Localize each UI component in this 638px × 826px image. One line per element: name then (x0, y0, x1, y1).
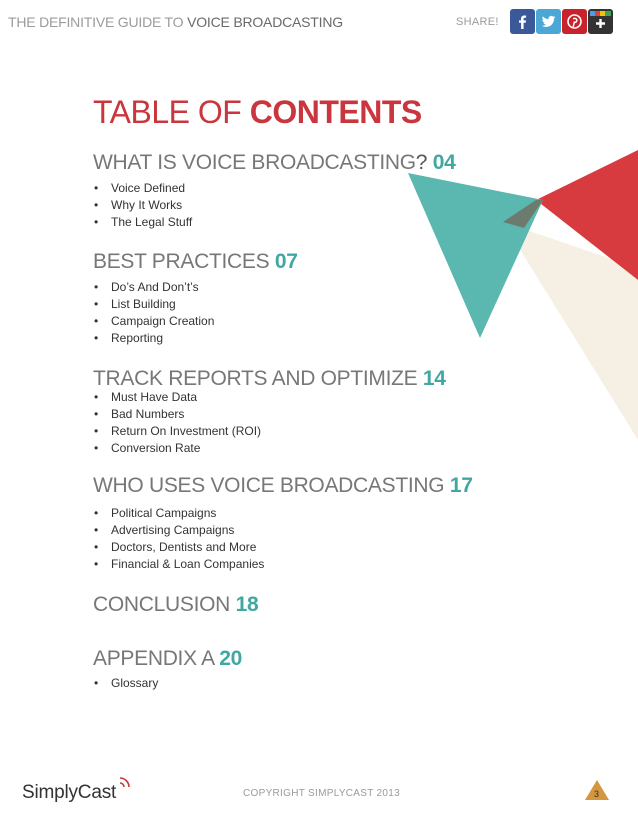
section-item-list: Glossary (93, 675, 533, 692)
section-item-list: Do’s And Don’t’s List Building Campaign … (93, 279, 533, 347)
red-triangle (536, 150, 638, 280)
toc-title-light: TABLE OF (93, 94, 242, 130)
page-number: 3 (594, 789, 600, 799)
list-item[interactable]: Conversion Rate (93, 440, 533, 457)
section-title: WHAT IS VOICE BROADCASTING (93, 151, 416, 174)
facebook-share-button[interactable] (510, 9, 535, 34)
list-item[interactable]: Advertising Campaigns (93, 522, 533, 539)
section-page-number: 07 (274, 250, 298, 273)
section-item-list: Voice Defined Why It Works The Legal Stu… (93, 180, 533, 231)
section-title: TRACK REPORTS AND OPTIMIZE (93, 367, 418, 390)
guide-title: THE DEFINITIVE GUIDE TO VOICE BROADCASTI… (8, 14, 343, 30)
section-heading[interactable]: WHAT IS VOICE BROADCASTING? 04 (93, 150, 533, 176)
cream-triangle (503, 222, 638, 440)
section-page-number: 04 (432, 151, 456, 174)
toc-section-what-is-voice-broadcasting: WHAT IS VOICE BROADCASTING? 04 Voice Def… (93, 150, 533, 231)
list-item[interactable]: Voice Defined (93, 180, 533, 197)
toc-title-strong: CONTENTS (249, 94, 423, 130)
section-title: BEST PRACTICES (93, 250, 270, 273)
pinterest-share-button[interactable] (562, 9, 587, 34)
section-title: APPENDIX A (93, 647, 214, 670)
twitter-icon (541, 15, 556, 27)
section-heading[interactable]: TRACK REPORTS AND OPTIMIZE 14 (93, 366, 533, 392)
list-item[interactable]: The Legal Stuff (93, 214, 533, 231)
list-item[interactable]: Glossary (93, 675, 533, 692)
logo-text: SimplyCast (22, 782, 117, 803)
page-number-triangle (585, 780, 609, 800)
section-heading[interactable]: CONCLUSION 18 (93, 592, 533, 618)
google-plus-share-button[interactable] (588, 9, 613, 34)
list-item[interactable]: Financial & Loan Companies (93, 556, 533, 573)
section-page-number: 18 (235, 593, 259, 616)
section-item-list: Must Have Data Bad Numbers Return On Inv… (93, 389, 533, 457)
pinterest-icon (567, 14, 582, 29)
guide-title-light: THE DEFINITIVE GUIDE TO (8, 14, 184, 30)
section-heading[interactable]: APPENDIX A 20 (93, 646, 533, 672)
toc-section-conclusion: CONCLUSION 18 (93, 592, 533, 618)
section-page-number: 20 (219, 647, 243, 670)
section-title-suffix: ? (415, 151, 428, 174)
list-item[interactable]: Return On Investment (ROI) (93, 423, 533, 440)
share-label: SHARE! (456, 16, 499, 28)
toc-title: TABLE OF CONTENTS (93, 94, 422, 131)
list-item[interactable]: Political Campaigns (93, 505, 533, 522)
toc-section-track-reports: TRACK REPORTS AND OPTIMIZE 14 Must Have … (93, 366, 533, 457)
copyright-text: COPYRIGHT SIMPLYCAST 2013 (243, 788, 400, 799)
facebook-icon (519, 15, 527, 29)
section-heading[interactable]: BEST PRACTICES 07 (93, 249, 533, 275)
list-item[interactable]: List Building (93, 296, 533, 313)
guide-title-strong: VOICE BROADCASTING (187, 14, 343, 30)
toc-section-who-uses-voice-broadcasting: WHO USES VOICE BROADCASTING 17 Political… (93, 473, 533, 573)
list-item[interactable]: Bad Numbers (93, 406, 533, 423)
section-title: CONCLUSION (93, 593, 231, 616)
list-item[interactable]: Why It Works (93, 197, 533, 214)
signal-icon (119, 777, 130, 788)
list-item[interactable]: Reporting (93, 330, 533, 347)
list-item[interactable]: Must Have Data (93, 389, 533, 406)
toc-section-best-practices: BEST PRACTICES 07 Do’s And Don’t’s List … (93, 249, 533, 347)
list-item[interactable]: Campaign Creation (93, 313, 533, 330)
section-heading[interactable]: WHO USES VOICE BROADCASTING 17 (93, 473, 533, 499)
twitter-share-button[interactable] (536, 9, 561, 34)
google-plus-icon (590, 11, 611, 28)
list-item[interactable]: Doctors, Dentists and More (93, 539, 533, 556)
section-title: WHO USES VOICE BROADCASTING (93, 474, 445, 497)
toc-section-appendix-a: APPENDIX A 20 Glossary (93, 646, 533, 692)
simplycast-logo: SimplyCast (22, 777, 130, 804)
section-item-list: Political Campaigns Advertising Campaign… (93, 505, 533, 573)
section-page-number: 17 (449, 474, 473, 497)
page-header: THE DEFINITIVE GUIDE TO VOICE BROADCASTI… (0, 0, 638, 44)
list-item[interactable]: Do’s And Don’t’s (93, 279, 533, 296)
section-page-number: 14 (422, 367, 446, 390)
